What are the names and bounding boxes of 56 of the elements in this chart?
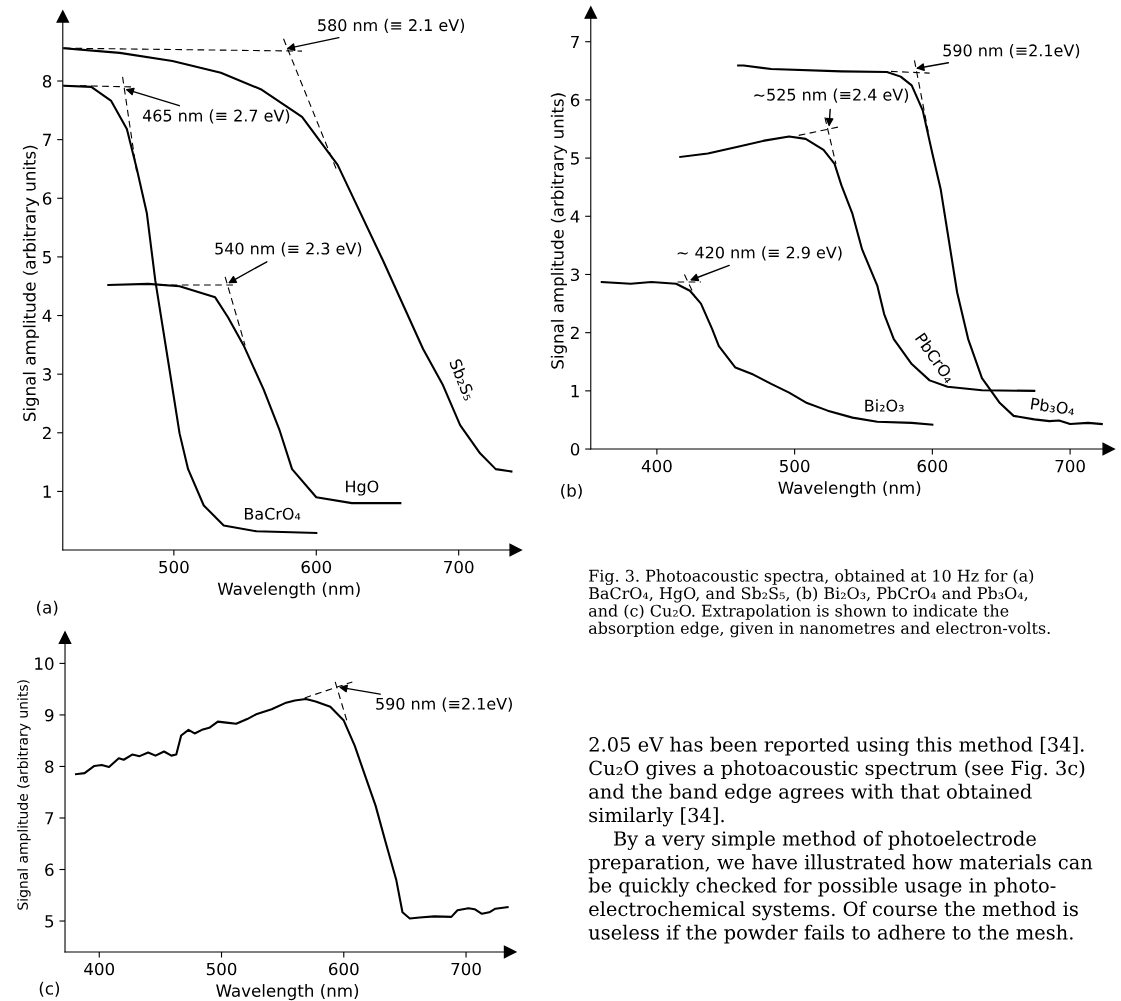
x-tick-label: 500 (159, 560, 189, 574)
x-tick-label: 600 (917, 459, 948, 473)
y-tick-label: 9 (45, 708, 54, 722)
y-axis-title: Signal amplitude (arbitrary units) (550, 93, 567, 369)
text: (b) (561, 483, 582, 499)
y-tick-label: 1 (571, 385, 579, 398)
y-tick-label: 2 (570, 326, 579, 339)
annotation: 465 nm (≡ 2.7 eV) (142, 109, 290, 124)
annotation: 540 nm (≡ 2.3 eV) (215, 242, 362, 257)
x-tick-label: 500 (206, 962, 237, 976)
x-tick-label: 400 (84, 962, 115, 976)
y-tick-label: 5 (43, 251, 51, 264)
y-tick-label: 7 (571, 35, 579, 49)
y-tick-label: 6 (570, 93, 580, 107)
y-tick-label: 6 (42, 192, 52, 205)
annotation: HgO (346, 480, 379, 496)
x-tick-label: 600 (301, 560, 332, 574)
annotation: Sb₂S₅ (449, 358, 477, 402)
y-tick-label: 10 (35, 657, 54, 670)
annotation: 590 nm (≡2.1eV) (943, 44, 1080, 59)
y-tick-label: 4 (42, 309, 52, 322)
y-tick-label: 1 (43, 485, 51, 498)
y-tick-label: 4 (570, 210, 580, 223)
y-tick-label: 5 (571, 152, 579, 165)
text: 2.05 eV has been reported using this method [34]. Cu₂O gives a photoacoustic spectrum (see Fig. 3c) and the band edge agrees with that obtained similarly [34]. By a very simple method of photoelectrode preparation, we have illustrated how materials can be quickly checked for possible usage in photo- electrochemical systems. Of course the method is useless if the powder fails to adhere to the mesh. (588, 736, 1093, 944)
y-tick-label: 7 (43, 133, 51, 146)
y-axis-title: Signal amplitude (arbitrary units) (22, 145, 39, 422)
y-tick-label: 3 (571, 268, 580, 282)
y-tick-label: 0 (570, 443, 580, 456)
annotation: 590 nm (≡2.1eV) (376, 697, 512, 712)
x-tick-label: 400 (641, 459, 672, 473)
y-tick-label: 5 (45, 915, 54, 928)
text: (a) (37, 600, 58, 616)
y-axis-title: Signal amplitude (arbitrary units) (17, 680, 31, 910)
x-tick-label: 500 (780, 459, 810, 473)
x-axis-title: Wavelength (nm) (216, 984, 359, 1001)
annotation: ~ 420 nm (≡ 2.9 eV) (677, 246, 842, 261)
y-tick-label: 3 (43, 368, 52, 381)
annotation: Bi₂O₃ (865, 399, 904, 412)
x-axis-title: Wavelength (nm) (217, 582, 360, 599)
y-tick-label: 6 (45, 863, 54, 877)
x-tick-label: 600 (329, 962, 359, 976)
x-tick-label: 700 (451, 962, 481, 976)
x-axis-title: Wavelength (nm) (778, 481, 921, 498)
annotation: Pb₃O₄ (1030, 397, 1076, 416)
x-tick-label: 700 (444, 560, 474, 574)
x-tick-label: 700 (1055, 459, 1085, 473)
y-tick-label: 8 (45, 760, 54, 774)
y-tick-label: 2 (42, 426, 51, 440)
y-tick-label: 8 (42, 74, 52, 88)
caption: Fig. 3. Photoacoustic spectra, obtained at 10 Hz for (a) BaCrO₄, HgO, and Sb₂S₅, (b) Bi₂O₃, PbCrO₄ and Pb₃O₄, and (c) Cu₂O. Extrapolation is shown to indicate the absorption edge, given in nanometres and electron-volts. (588, 569, 1050, 638)
text: (c) (39, 981, 60, 997)
y-tick-label: 7 (45, 812, 54, 825)
annotation: ~525 nm (≡2.4 eV) (754, 88, 909, 103)
annotation: BaCrO₄ (244, 507, 301, 520)
annotation: 580 nm (≡ 2.1 eV) (318, 18, 465, 34)
